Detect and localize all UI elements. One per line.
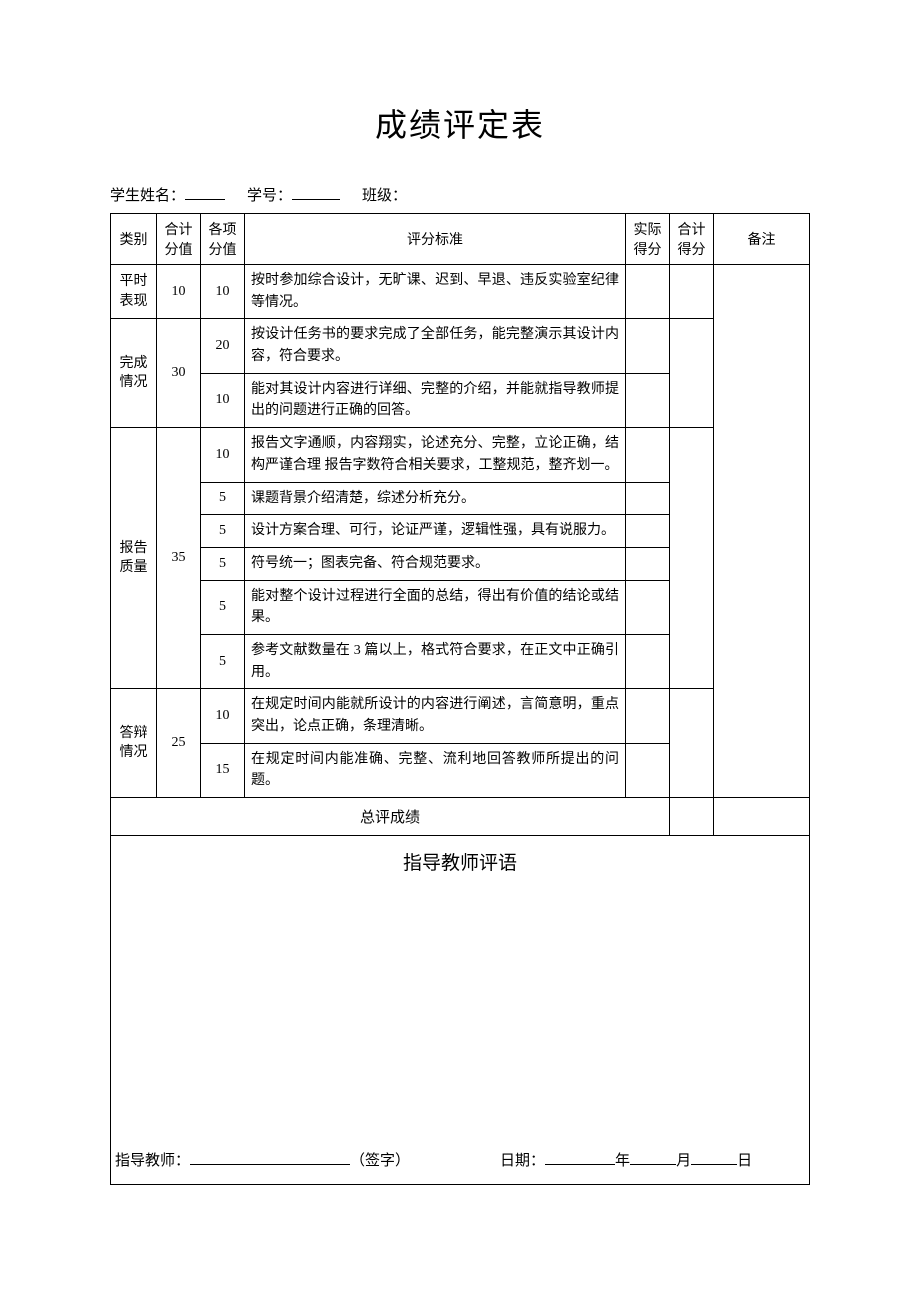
col-sub: 各项 分值 bbox=[201, 214, 245, 265]
actual-score-cell[interactable] bbox=[626, 580, 670, 634]
table-row: 完成 情况3020按设计任务书的要求完成了全部任务，能完整演示其设计内容，符合要… bbox=[111, 319, 810, 373]
criteria-cell: 能对整个设计过程进行全面的总结，得出有价值的结论或结果。 bbox=[245, 580, 626, 634]
sub-score-cell: 10 bbox=[201, 689, 245, 743]
sub-score-cell: 5 bbox=[201, 580, 245, 634]
sum-score-cell[interactable] bbox=[670, 428, 714, 689]
table-row: 答辩 情况2510在规定时间内能就所设计的内容进行阐述，言简意明，重点突出，论点… bbox=[111, 689, 810, 743]
sub-score-cell: 10 bbox=[201, 428, 245, 482]
sub-score-cell: 10 bbox=[201, 373, 245, 427]
actual-score-cell[interactable] bbox=[626, 265, 670, 319]
criteria-cell: 按设计任务书的要求完成了全部任务，能完整演示其设计内容，符合要求。 bbox=[245, 319, 626, 373]
sub-score-cell: 5 bbox=[201, 547, 245, 580]
actual-score-cell[interactable] bbox=[626, 515, 670, 548]
note-cell[interactable] bbox=[714, 265, 810, 798]
class-label: 班级： bbox=[362, 184, 407, 205]
comment-title: 指导教师评语 bbox=[111, 836, 809, 881]
month-label: 月 bbox=[676, 1153, 691, 1169]
criteria-cell: 能对其设计内容进行详细、完整的介绍，并能就指导教师提出的问题进行正确的回答。 bbox=[245, 373, 626, 427]
col-actual: 实际 得分 bbox=[626, 214, 670, 265]
name-blank[interactable] bbox=[185, 184, 225, 200]
page-title: 成绩评定表 bbox=[110, 100, 810, 146]
final-score-cell[interactable] bbox=[670, 798, 714, 836]
actual-score-cell[interactable] bbox=[626, 547, 670, 580]
year-label: 年 bbox=[615, 1153, 630, 1169]
criteria-cell: 课题背景介绍清楚，综述分析充分。 bbox=[245, 482, 626, 515]
student-meta-row: 学生姓名： 学号： 班级： bbox=[110, 184, 810, 205]
col-criteria: 评分标准 bbox=[245, 214, 626, 265]
day-blank[interactable] bbox=[691, 1150, 737, 1165]
category-cell: 完成 情况 bbox=[111, 319, 157, 428]
final-row: 总评成绩 bbox=[111, 798, 810, 836]
actual-score-cell[interactable] bbox=[626, 743, 670, 797]
header-row: 类别 合计 分值 各项 分值 评分标准 实际 得分 合计 得分 备注 bbox=[111, 214, 810, 265]
table-row: 平时 表现1010按时参加综合设计，无旷课、迟到、早退、违反实验室纪律等情况。 bbox=[111, 265, 810, 319]
comment-cell[interactable]: 指导教师评语指导教师： （签字） 日期： 年 月 日 bbox=[111, 836, 810, 1185]
col-sum: 合计 得分 bbox=[670, 214, 714, 265]
final-note-cell[interactable] bbox=[714, 798, 810, 836]
final-label: 总评成绩 bbox=[111, 798, 670, 836]
criteria-cell: 报告文字通顺，内容翔实，论述充分、完整，立论正确，结构严谨合理 报告字数符合相关… bbox=[245, 428, 626, 482]
sub-score-cell: 5 bbox=[201, 515, 245, 548]
sum-score-cell[interactable] bbox=[670, 265, 714, 319]
comment-row: 指导教师评语指导教师： （签字） 日期： 年 月 日 bbox=[111, 836, 810, 1185]
score-table: 类别 合计 分值 各项 分值 评分标准 实际 得分 合计 得分 备注 平时 表现… bbox=[110, 213, 810, 1185]
criteria-cell: 设计方案合理、可行，论证严谨，逻辑性强，具有说服力。 bbox=[245, 515, 626, 548]
id-label: 学号： bbox=[247, 184, 292, 205]
day-label: 日 bbox=[737, 1153, 752, 1169]
category-cell: 报告 质量 bbox=[111, 428, 157, 689]
year-blank[interactable] bbox=[545, 1150, 615, 1165]
total-score-cell: 10 bbox=[157, 265, 201, 319]
criteria-cell: 参考文献数量在 3 篇以上，格式符合要求，在正文中正确引用。 bbox=[245, 634, 626, 688]
total-score-cell: 30 bbox=[157, 319, 201, 428]
sub-score-cell: 15 bbox=[201, 743, 245, 797]
category-cell: 平时 表现 bbox=[111, 265, 157, 319]
sum-score-cell[interactable] bbox=[670, 689, 714, 798]
criteria-cell: 在规定时间内能准确、完整、流利地回答教师所提出的问题。 bbox=[245, 743, 626, 797]
actual-score-cell[interactable] bbox=[626, 482, 670, 515]
actual-score-cell[interactable] bbox=[626, 689, 670, 743]
total-score-cell: 25 bbox=[157, 689, 201, 798]
name-label: 学生姓名： bbox=[110, 184, 185, 205]
teacher-label: 指导教师： bbox=[115, 1153, 190, 1169]
col-note: 备注 bbox=[714, 214, 810, 265]
sub-score-cell: 5 bbox=[201, 634, 245, 688]
category-cell: 答辩 情况 bbox=[111, 689, 157, 798]
criteria-cell: 按时参加综合设计，无旷课、迟到、早退、违反实验室纪律等情况。 bbox=[245, 265, 626, 319]
sub-score-cell: 10 bbox=[201, 265, 245, 319]
sum-score-cell[interactable] bbox=[670, 319, 714, 428]
actual-score-cell[interactable] bbox=[626, 634, 670, 688]
table-row: 报告 质量3510报告文字通顺，内容翔实，论述充分、完整，立论正确，结构严谨合理… bbox=[111, 428, 810, 482]
criteria-cell: 符号统一；图表完备、符合规范要求。 bbox=[245, 547, 626, 580]
date-label: 日期： bbox=[500, 1153, 545, 1169]
signature-blank[interactable] bbox=[190, 1150, 350, 1165]
sub-score-cell: 20 bbox=[201, 319, 245, 373]
sign-mark: （签字） bbox=[350, 1153, 410, 1169]
actual-score-cell[interactable] bbox=[626, 428, 670, 482]
id-blank[interactable] bbox=[292, 184, 340, 200]
month-blank[interactable] bbox=[630, 1150, 676, 1165]
col-category: 类别 bbox=[111, 214, 157, 265]
actual-score-cell[interactable] bbox=[626, 319, 670, 373]
criteria-cell: 在规定时间内能就所设计的内容进行阐述，言简意明，重点突出，论点正确，条理清晰。 bbox=[245, 689, 626, 743]
signature-row: 指导教师： （签字） 日期： 年 月 日 bbox=[111, 1141, 809, 1184]
sub-score-cell: 5 bbox=[201, 482, 245, 515]
comment-space[interactable] bbox=[111, 881, 809, 1141]
actual-score-cell[interactable] bbox=[626, 373, 670, 427]
total-score-cell: 35 bbox=[157, 428, 201, 689]
col-total: 合计 分值 bbox=[157, 214, 201, 265]
